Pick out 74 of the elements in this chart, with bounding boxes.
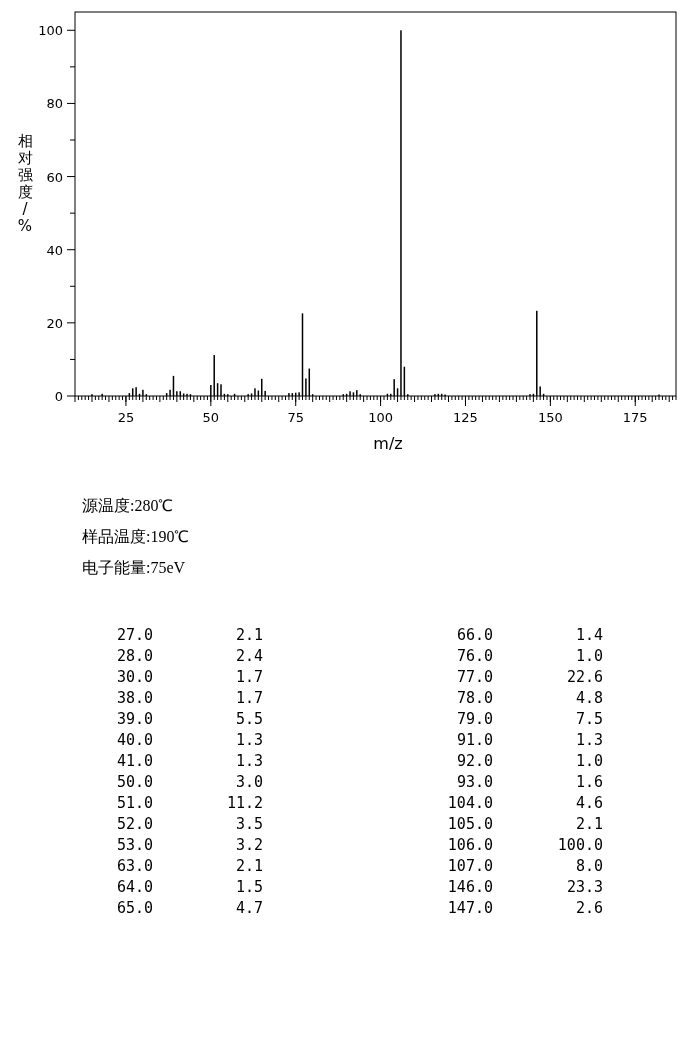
text: 28.0: [116, 647, 153, 665]
text: 电子能量:75eV: [82, 559, 186, 576]
text: 22.6: [566, 668, 603, 686]
text: 1.3: [235, 731, 263, 749]
text: 93.0: [456, 773, 493, 791]
text: 2.1: [575, 815, 603, 833]
y-tick-label: 80: [46, 96, 63, 112]
text: 1.0: [575, 752, 603, 770]
text: 91.0: [456, 731, 493, 749]
text: 1.3: [575, 731, 603, 749]
text: 3.0: [235, 773, 263, 791]
text: 146.0: [447, 878, 493, 896]
x-tick-label: 125: [453, 410, 478, 425]
x-tick-label: 25: [117, 410, 135, 425]
text: 66.0: [456, 626, 493, 644]
text: 79.0: [456, 710, 493, 728]
text: 39.0: [116, 710, 153, 728]
text: 11.2: [226, 794, 263, 812]
text: 3.2: [235, 836, 263, 854]
text: 64.0: [116, 878, 153, 896]
text: 38.0: [116, 689, 153, 707]
x-tick-label: 75: [287, 410, 304, 425]
text: 3.5: [235, 815, 263, 833]
text: 2.4: [235, 647, 263, 665]
x-tick-label: 150: [537, 410, 563, 425]
text: 65.0: [116, 899, 153, 917]
text: 30.0: [116, 668, 153, 686]
y-tick-label: 0: [54, 389, 63, 404]
text: 78.0: [456, 689, 493, 707]
text: 63.0: [116, 857, 153, 875]
text: 4.6: [575, 794, 603, 812]
text: 1.7: [235, 689, 263, 707]
text: 106.0: [447, 836, 493, 854]
y-tick-label: 60: [46, 169, 63, 185]
text: 8.0: [575, 857, 603, 875]
x-axis-title: m/z: [373, 434, 403, 453]
text: 52.0: [116, 815, 153, 833]
text: 7.5: [575, 710, 603, 728]
text: 4.8: [575, 689, 603, 707]
text: 76.0: [456, 647, 493, 665]
text: 50.0: [116, 773, 153, 791]
text: 2.6: [575, 899, 603, 917]
text: 147.0: [447, 899, 493, 917]
y-axis-title: 相对强度/%: [17, 132, 33, 235]
y-tick-label: 20: [46, 315, 63, 331]
text: 100.0: [557, 836, 603, 854]
text: 5.5: [235, 710, 263, 728]
text: 源温度:280℃: [82, 497, 174, 514]
text: 1.0: [575, 647, 603, 665]
text: 2.1: [235, 857, 263, 875]
text: 40.0: [116, 731, 153, 749]
text: 107.0: [447, 857, 493, 875]
x-tick-label: 50: [202, 410, 220, 425]
y-tick-label: 40: [46, 242, 63, 258]
text: 77.0: [456, 668, 493, 686]
text: 1.5: [235, 878, 263, 896]
text: 92.0: [456, 752, 493, 770]
text: 23.3: [566, 878, 603, 896]
y-tick-label: 100: [38, 23, 63, 39]
text: 1.3: [235, 752, 263, 770]
text: 104.0: [447, 794, 493, 812]
text: 27.0: [116, 626, 153, 644]
text: 1.7: [235, 668, 263, 686]
x-tick-label: 175: [622, 410, 648, 425]
text: 41.0: [116, 752, 153, 770]
text: 51.0: [116, 794, 153, 812]
text: 1.6: [575, 773, 603, 791]
text: 53.0: [116, 836, 153, 854]
text: 1.4: [575, 626, 603, 644]
x-tick-label: 100: [368, 410, 394, 425]
text: 样品温度:190℃: [82, 528, 190, 545]
text: 105.0: [447, 815, 493, 833]
text: 2.1: [235, 626, 263, 644]
text: 4.7: [235, 899, 263, 917]
